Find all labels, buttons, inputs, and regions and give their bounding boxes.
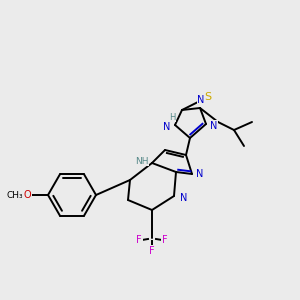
Text: N: N [163, 122, 171, 132]
Text: NH: NH [135, 157, 149, 166]
Text: N: N [197, 95, 205, 105]
Text: CH₃: CH₃ [7, 190, 23, 200]
Text: O: O [23, 190, 31, 200]
Text: N: N [210, 121, 218, 131]
Text: N: N [180, 193, 188, 203]
Text: N: N [196, 169, 204, 179]
Text: H: H [169, 112, 175, 122]
Text: F: F [162, 235, 168, 245]
Text: S: S [204, 92, 211, 102]
Text: F: F [136, 235, 142, 245]
Text: F: F [149, 246, 155, 256]
